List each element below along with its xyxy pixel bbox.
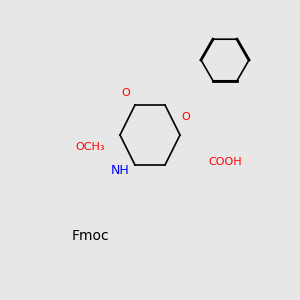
Text: NH: NH (111, 164, 129, 177)
Text: Fmoc: Fmoc (71, 229, 109, 243)
Text: O: O (122, 88, 130, 98)
Text: COOH: COOH (208, 157, 242, 167)
Text: O: O (182, 112, 190, 122)
Text: OCH₃: OCH₃ (75, 142, 105, 152)
